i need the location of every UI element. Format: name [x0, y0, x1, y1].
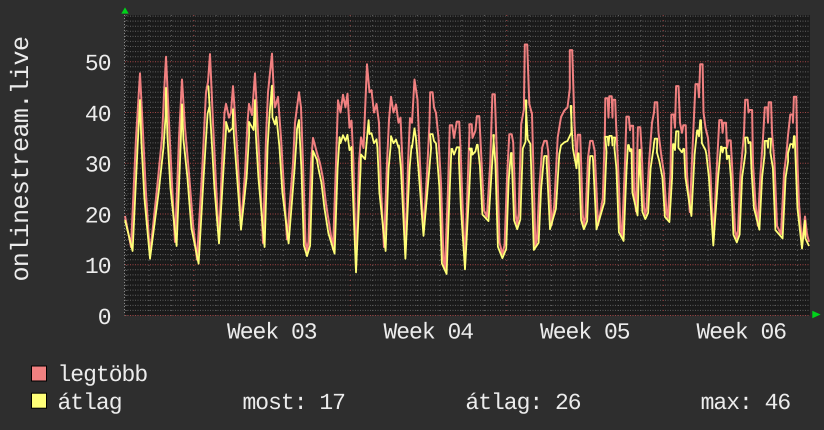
svg-text:átlag: átlag [58, 390, 122, 416]
svg-text:átlag: 26: átlag: 26 [465, 390, 580, 416]
svg-text:max: 46: max: 46 [701, 390, 791, 416]
svg-text:Week 03: Week 03 [227, 320, 317, 346]
svg-text:onlinestream.live: onlinestream.live [7, 37, 36, 282]
svg-text:Week 04: Week 04 [383, 320, 473, 346]
svg-text:legtöbb: legtöbb [58, 362, 148, 388]
svg-text:10: 10 [85, 254, 111, 280]
svg-text:40: 40 [85, 102, 111, 128]
svg-text:most: 17: most: 17 [243, 390, 345, 416]
svg-text:50: 50 [85, 51, 111, 77]
svg-text:30: 30 [85, 153, 111, 179]
svg-text:Week 05: Week 05 [540, 320, 630, 346]
svg-text:Week 06: Week 06 [696, 320, 786, 346]
svg-text:20: 20 [85, 203, 111, 229]
svg-text:0: 0 [98, 305, 111, 331]
